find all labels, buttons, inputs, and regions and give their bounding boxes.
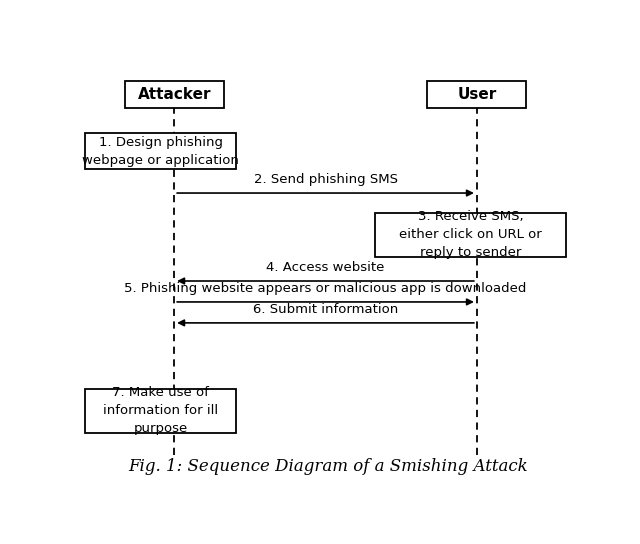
Text: 6. Submit information: 6. Submit information [253,303,398,316]
Text: Attacker: Attacker [138,87,211,102]
FancyBboxPatch shape [85,133,236,169]
Text: 5. Phishing website appears or malicious app is downloaded: 5. Phishing website appears or malicious… [124,282,527,295]
Text: Fig. 1: Sequence Diagram of a Smishing Attack: Fig. 1: Sequence Diagram of a Smishing A… [128,458,528,475]
FancyBboxPatch shape [125,81,224,108]
Text: 2. Send phishing SMS: 2. Send phishing SMS [253,174,397,187]
Text: 1. Design phishing
webpage or application: 1. Design phishing webpage or applicatio… [82,135,239,166]
Text: User: User [457,87,497,102]
FancyBboxPatch shape [428,81,527,108]
Text: 3. Receive SMS,
either click on URL or
reply to sender: 3. Receive SMS, either click on URL or r… [399,211,542,259]
Text: 4. Access website: 4. Access website [266,261,385,274]
FancyBboxPatch shape [85,389,236,433]
Text: 7. Make use of
information for ill
purpose: 7. Make use of information for ill purpo… [103,386,218,435]
FancyBboxPatch shape [375,213,566,257]
